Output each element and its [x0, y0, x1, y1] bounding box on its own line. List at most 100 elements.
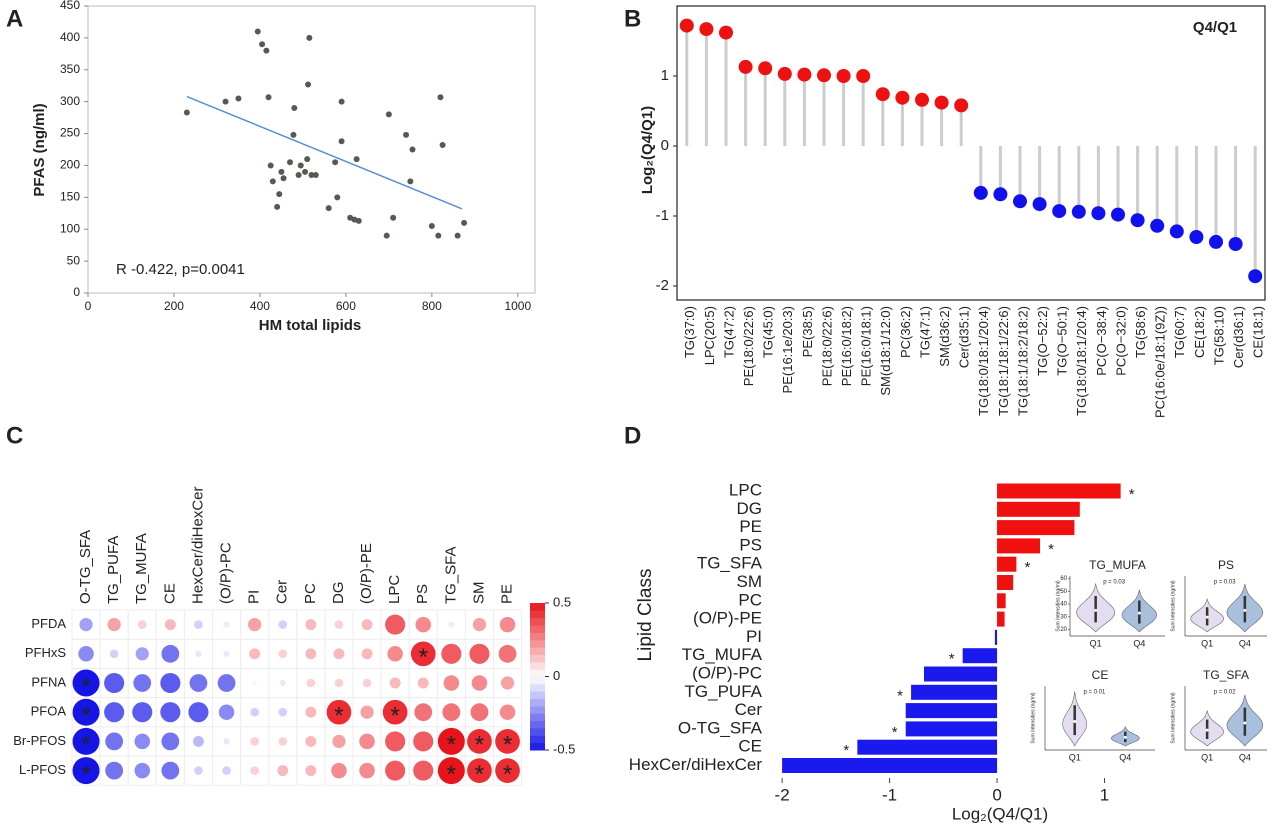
scatter-point	[278, 168, 285, 175]
corr-circle	[223, 621, 230, 628]
column-label: PC	[302, 583, 319, 604]
colorbar-label: 0.5	[553, 594, 571, 609]
corr-circle	[218, 704, 235, 720]
bar	[994, 629, 998, 645]
scatter-point	[295, 172, 302, 179]
corr-circle	[223, 738, 230, 745]
lollipop-dot	[719, 25, 733, 40]
column-label: TG_SFA	[442, 546, 459, 604]
scatter-point	[254, 28, 261, 35]
corr-circle	[134, 762, 150, 779]
column-label: PE	[499, 584, 516, 604]
lollipop-dot	[679, 18, 694, 33]
colorbar-step	[530, 720, 545, 729]
x-tick-label: 400	[250, 299, 270, 313]
lollipop-dot	[836, 69, 851, 83]
colorbar-step	[530, 603, 545, 611]
significance-star: *	[81, 761, 90, 788]
lollipop-dot	[1169, 224, 1184, 239]
corr-circle	[135, 647, 149, 661]
inset-p-value: p = 0.03	[1103, 580, 1126, 586]
y-tick-label: 200	[60, 158, 80, 172]
scatter-point	[290, 131, 297, 138]
plot-frame	[676, 5, 1266, 301]
y-tick-label: PI	[746, 627, 762, 646]
corr-circle	[413, 731, 434, 752]
corr-circle	[279, 679, 286, 687]
corr-circle	[498, 644, 517, 663]
scatter-point	[353, 156, 360, 163]
cell	[493, 755, 523, 786]
corr-circle	[499, 704, 516, 720]
violin-median	[1243, 721, 1247, 725]
inset-y-label: Sum Intensities (ng/ml)	[1170, 692, 1176, 743]
x-tick-label: -1	[882, 785, 897, 804]
bar	[997, 611, 1005, 627]
significance-star: *	[81, 732, 90, 759]
lollipop-dot	[699, 22, 714, 37]
row-label: PFHxS	[25, 645, 67, 660]
violin-median	[1094, 608, 1098, 612]
scatter-point	[308, 172, 315, 179]
corr-circle	[161, 732, 180, 751]
inset-x-label: Q4	[1239, 752, 1251, 762]
corr-circle	[305, 648, 317, 660]
y-tick-label: 300	[60, 94, 80, 108]
corr-circle	[305, 706, 317, 718]
inset-title: TG_SFA	[1203, 668, 1249, 682]
column-label: Cer	[274, 580, 291, 604]
lollipop-dot	[738, 59, 753, 74]
significance-star: *	[419, 644, 428, 671]
colorbar-label: -0.5	[553, 741, 575, 756]
significance-star: *	[1024, 559, 1030, 576]
corr-circle	[105, 732, 124, 751]
corr-circle	[382, 699, 408, 725]
x-tick-label: PC(16:0e/18:1(9Z))	[1153, 306, 1168, 418]
x-tick-label: SM(d18:1/12:0)	[878, 306, 893, 396]
column-label: LPC	[386, 575, 403, 604]
x-tick-label: TG(58:6)	[1133, 306, 1148, 358]
lollipop-dot	[797, 67, 812, 82]
corr-circle	[467, 758, 492, 783]
inset-p-value: p = 0.03	[1214, 580, 1237, 586]
corr-circle	[189, 674, 208, 692]
violin-median	[1243, 608, 1247, 612]
corr-circle	[389, 677, 401, 689]
bar	[923, 666, 998, 682]
x-tick-label: TG(18:0/18:1/20:4)	[1074, 306, 1089, 416]
corr-circle	[495, 729, 520, 754]
y-tick-label: TG_PUFA	[685, 682, 763, 701]
x-tick-label: TG(45:0)	[761, 306, 776, 358]
x-tick-label: TG(47:2)	[721, 306, 736, 358]
lollipop-dot	[777, 66, 792, 81]
corr-circle	[72, 698, 100, 726]
corr-circle	[278, 707, 288, 717]
corr-circle	[362, 678, 372, 688]
y-tick-label: TG_SFA	[697, 554, 763, 573]
corr-circle	[442, 703, 461, 722]
y-tick-label: PS	[739, 535, 762, 554]
panel-letter: B	[624, 5, 641, 32]
x-tick-label: TG(O−50:1)	[1055, 306, 1070, 376]
scatter-point	[267, 162, 274, 169]
corr-circle	[160, 672, 181, 694]
y-tick-label: 250	[60, 126, 80, 140]
scatter-point	[312, 172, 319, 179]
column-label: SM	[470, 582, 487, 605]
scatter-point	[183, 109, 190, 116]
corr-circle	[417, 677, 429, 689]
x-tick-label: 600	[336, 299, 356, 313]
corr-circle	[195, 650, 202, 657]
corr-circle	[278, 737, 288, 746]
significance-star: *	[892, 724, 898, 741]
colorbar-step	[530, 683, 545, 692]
scatter-point	[428, 223, 435, 230]
x-tick-label: LPC(20:5)	[702, 306, 717, 365]
inset-x-label: Q4	[1119, 752, 1131, 762]
x-axis-label: Log₂(Q4/Q1)	[952, 804, 1048, 823]
corr-circle	[249, 648, 261, 660]
x-tick-label: PE(18:0/22:6)	[741, 306, 756, 386]
x-tick-label: TG(60:7)	[1172, 306, 1187, 358]
scatter-point	[274, 203, 281, 210]
